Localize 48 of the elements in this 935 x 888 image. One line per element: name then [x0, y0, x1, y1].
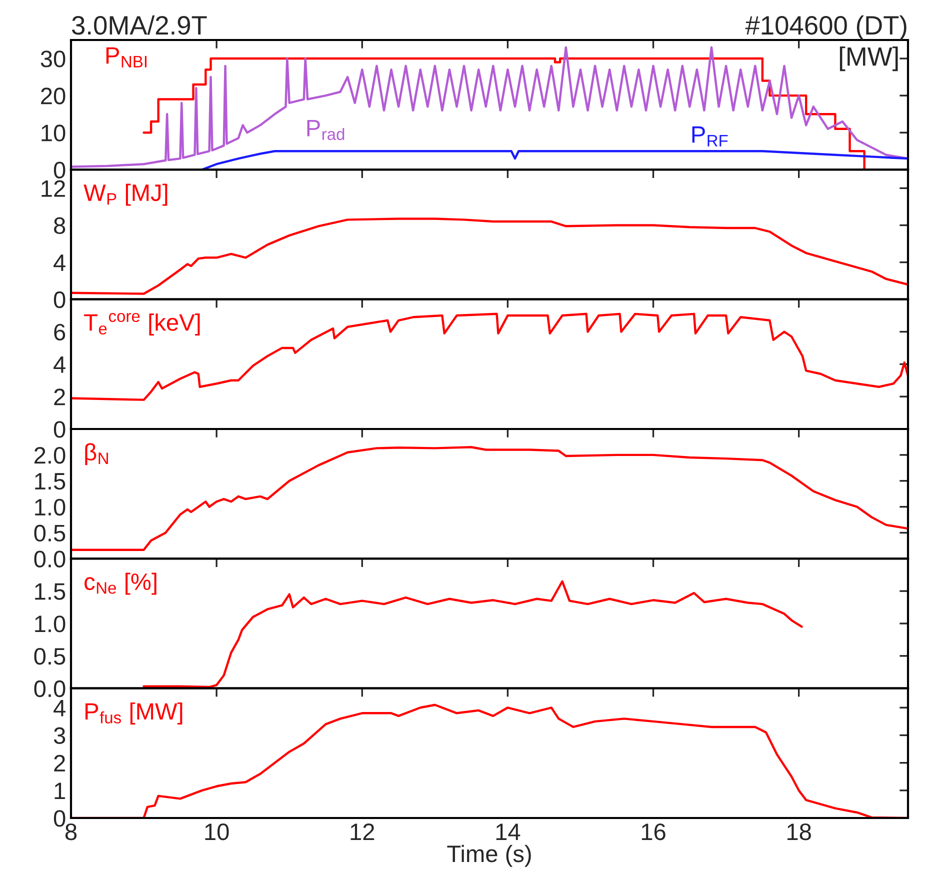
y-tick-label: 2	[54, 388, 65, 406]
y-tick-label: 20	[41, 88, 66, 104]
x-axis-title: Time (s)	[447, 844, 531, 867]
chart-subtitle: #104600 (DT)	[745, 15, 906, 40]
y-tick-label: 3	[54, 727, 66, 744]
y-tick-label: 0.5	[34, 648, 66, 665]
text: W$_{P}$ [MJ]	[84, 184, 168, 206]
y-tick-label: 10	[42, 124, 66, 142]
series-label: P$_{rad}$	[307, 120, 344, 140]
line-series	[71, 46, 908, 168]
x-tick-label: 14	[496, 824, 520, 840]
y-tick-label: 0.0	[34, 680, 66, 698]
line-series	[200, 150, 908, 170]
series-label: T$_{e}$$^{core}$ [keV]	[84, 312, 200, 336]
chart-title: 3.0MA/2.9T	[72, 15, 207, 35]
x-tick-label: 18	[787, 823, 811, 840]
x-tick-label: 8	[65, 823, 77, 840]
y-tick-label: 4	[54, 254, 66, 271]
y-tick-label: 0.0	[34, 550, 66, 568]
x-tick-label: 12	[350, 823, 374, 840]
y-tick-label: 1.5	[35, 473, 66, 490]
x-tick-label: 10	[205, 823, 229, 840]
y-tick-label: 0	[54, 291, 66, 308]
y-tick-label: 0.5	[34, 524, 66, 542]
y-tick-label: 1.0	[35, 616, 66, 632]
y-tick-label: 8	[54, 217, 66, 234]
y-tick-label: 1	[54, 782, 65, 799]
y-tick-label: 2.0	[34, 447, 66, 464]
line-series	[71, 218, 908, 295]
y-tick-label: 0	[54, 162, 66, 178]
series-label: P$_{NBI}$	[106, 47, 146, 68]
y-tick-label: 30	[40, 50, 66, 68]
y-tick-label: 6	[54, 324, 66, 341]
x-tick-label: 16	[642, 823, 666, 840]
line-series	[71, 312, 908, 401]
y-tick-label: 4	[54, 700, 66, 716]
y-tick-label: 2	[54, 754, 65, 772]
y-tick-label: 1.5	[35, 583, 66, 600]
text: β$_{N}$	[85, 443, 108, 466]
y-tick-label: 4	[54, 356, 66, 373]
y-tick-label: 0	[54, 810, 66, 827]
y-tick-label: 12	[42, 180, 65, 197]
text: P$_{fus}$ [MW]	[85, 702, 182, 724]
y-tick-label: 0	[54, 421, 66, 438]
series-label: P$_{RF}$	[692, 126, 728, 146]
y-tick-label: 1.0	[35, 498, 66, 516]
y-axis-title: [MW]	[840, 46, 898, 72]
text: c$_{Ne}$ [%]	[84, 572, 156, 595]
